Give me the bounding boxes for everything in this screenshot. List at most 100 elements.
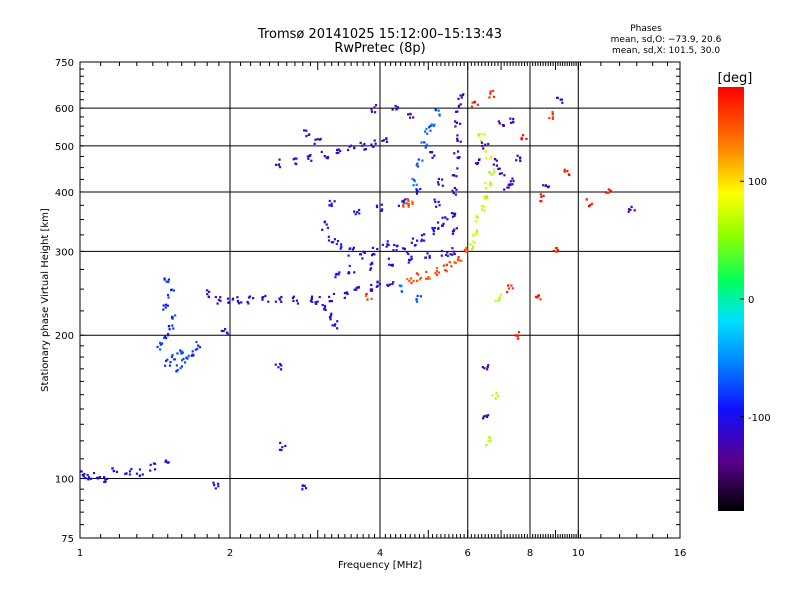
data-point (357, 208, 361, 212)
data-point (483, 367, 486, 370)
data-point (440, 249, 444, 253)
data-point (106, 477, 109, 480)
data-point (483, 205, 486, 208)
data-point (335, 242, 338, 246)
data-point (402, 199, 405, 202)
data-point (370, 283, 373, 287)
data-point (326, 226, 330, 229)
data-point (366, 298, 369, 301)
data-point (326, 157, 329, 160)
data-point (371, 288, 374, 291)
x-axis: 1 2 4 6 8 10 16 (77, 62, 686, 559)
data-point (494, 397, 497, 400)
data-point (382, 139, 385, 142)
data-point (162, 304, 165, 307)
data-point (81, 473, 84, 477)
data-point (347, 148, 350, 152)
data-point (425, 277, 428, 280)
data-point (351, 248, 355, 251)
data-point (407, 202, 411, 206)
data-point (347, 271, 351, 274)
data-point (167, 296, 170, 299)
data-point (503, 188, 506, 191)
data-point (171, 317, 174, 320)
data-point (459, 122, 462, 125)
data-point (207, 295, 211, 299)
data-point (180, 365, 184, 368)
y-tick-label: 100 (55, 475, 74, 486)
data-point (534, 295, 538, 298)
data-point (433, 198, 436, 201)
data-point (181, 351, 185, 354)
data-point (426, 252, 429, 255)
data-point (495, 164, 499, 167)
data-point (168, 328, 171, 331)
data-point (374, 104, 378, 107)
data-point (409, 277, 413, 280)
data-point (225, 331, 229, 334)
data-point (333, 238, 336, 241)
data-point (370, 110, 374, 113)
data-point (306, 155, 309, 158)
data-point (164, 364, 167, 367)
data-point (205, 289, 209, 292)
data-point (457, 97, 460, 100)
data-point (412, 116, 415, 119)
data-point (416, 162, 419, 165)
data-point (437, 200, 440, 203)
data-point (195, 340, 198, 344)
data-point (339, 149, 342, 153)
data-point (510, 121, 513, 124)
data-point (323, 306, 326, 309)
data-point (475, 216, 478, 219)
data-point (284, 444, 287, 448)
data-point (336, 320, 339, 323)
data-point (471, 101, 474, 104)
data-point (427, 276, 430, 279)
data-point (277, 163, 280, 166)
data-point (394, 104, 397, 108)
data-point (327, 235, 330, 238)
data-point (386, 283, 389, 287)
data-point (330, 300, 333, 303)
data-point (453, 214, 456, 217)
data-point (590, 202, 594, 205)
data-point (480, 139, 483, 143)
data-point (167, 325, 171, 328)
data-point (453, 174, 456, 177)
data-point (87, 476, 91, 479)
data-point (164, 460, 167, 463)
data-point (461, 93, 464, 97)
data-point (222, 329, 225, 333)
data-point (183, 361, 187, 364)
data-point (318, 296, 321, 299)
data-point (277, 366, 280, 369)
data-point (353, 271, 356, 274)
data-point (409, 112, 412, 115)
data-point (514, 334, 517, 337)
data-point (425, 270, 428, 274)
data-point (333, 324, 336, 327)
data-point (520, 137, 523, 141)
data-point (161, 342, 164, 345)
data-point (559, 98, 562, 101)
data-point (438, 204, 441, 207)
data-point (328, 295, 331, 299)
data-point (442, 264, 445, 267)
data-point (445, 270, 448, 273)
data-point (488, 184, 492, 187)
data-point (506, 186, 509, 189)
data-point (236, 299, 240, 303)
data-point (385, 140, 389, 143)
data-point (457, 106, 461, 109)
data-point (405, 202, 409, 205)
data-point (373, 253, 376, 256)
data-point (226, 297, 230, 300)
data-point (322, 308, 326, 311)
data-point (499, 293, 503, 296)
data-point (369, 289, 373, 292)
data-point (520, 136, 523, 139)
data-point (630, 205, 633, 208)
data-point (281, 446, 284, 449)
data-point (167, 461, 170, 464)
